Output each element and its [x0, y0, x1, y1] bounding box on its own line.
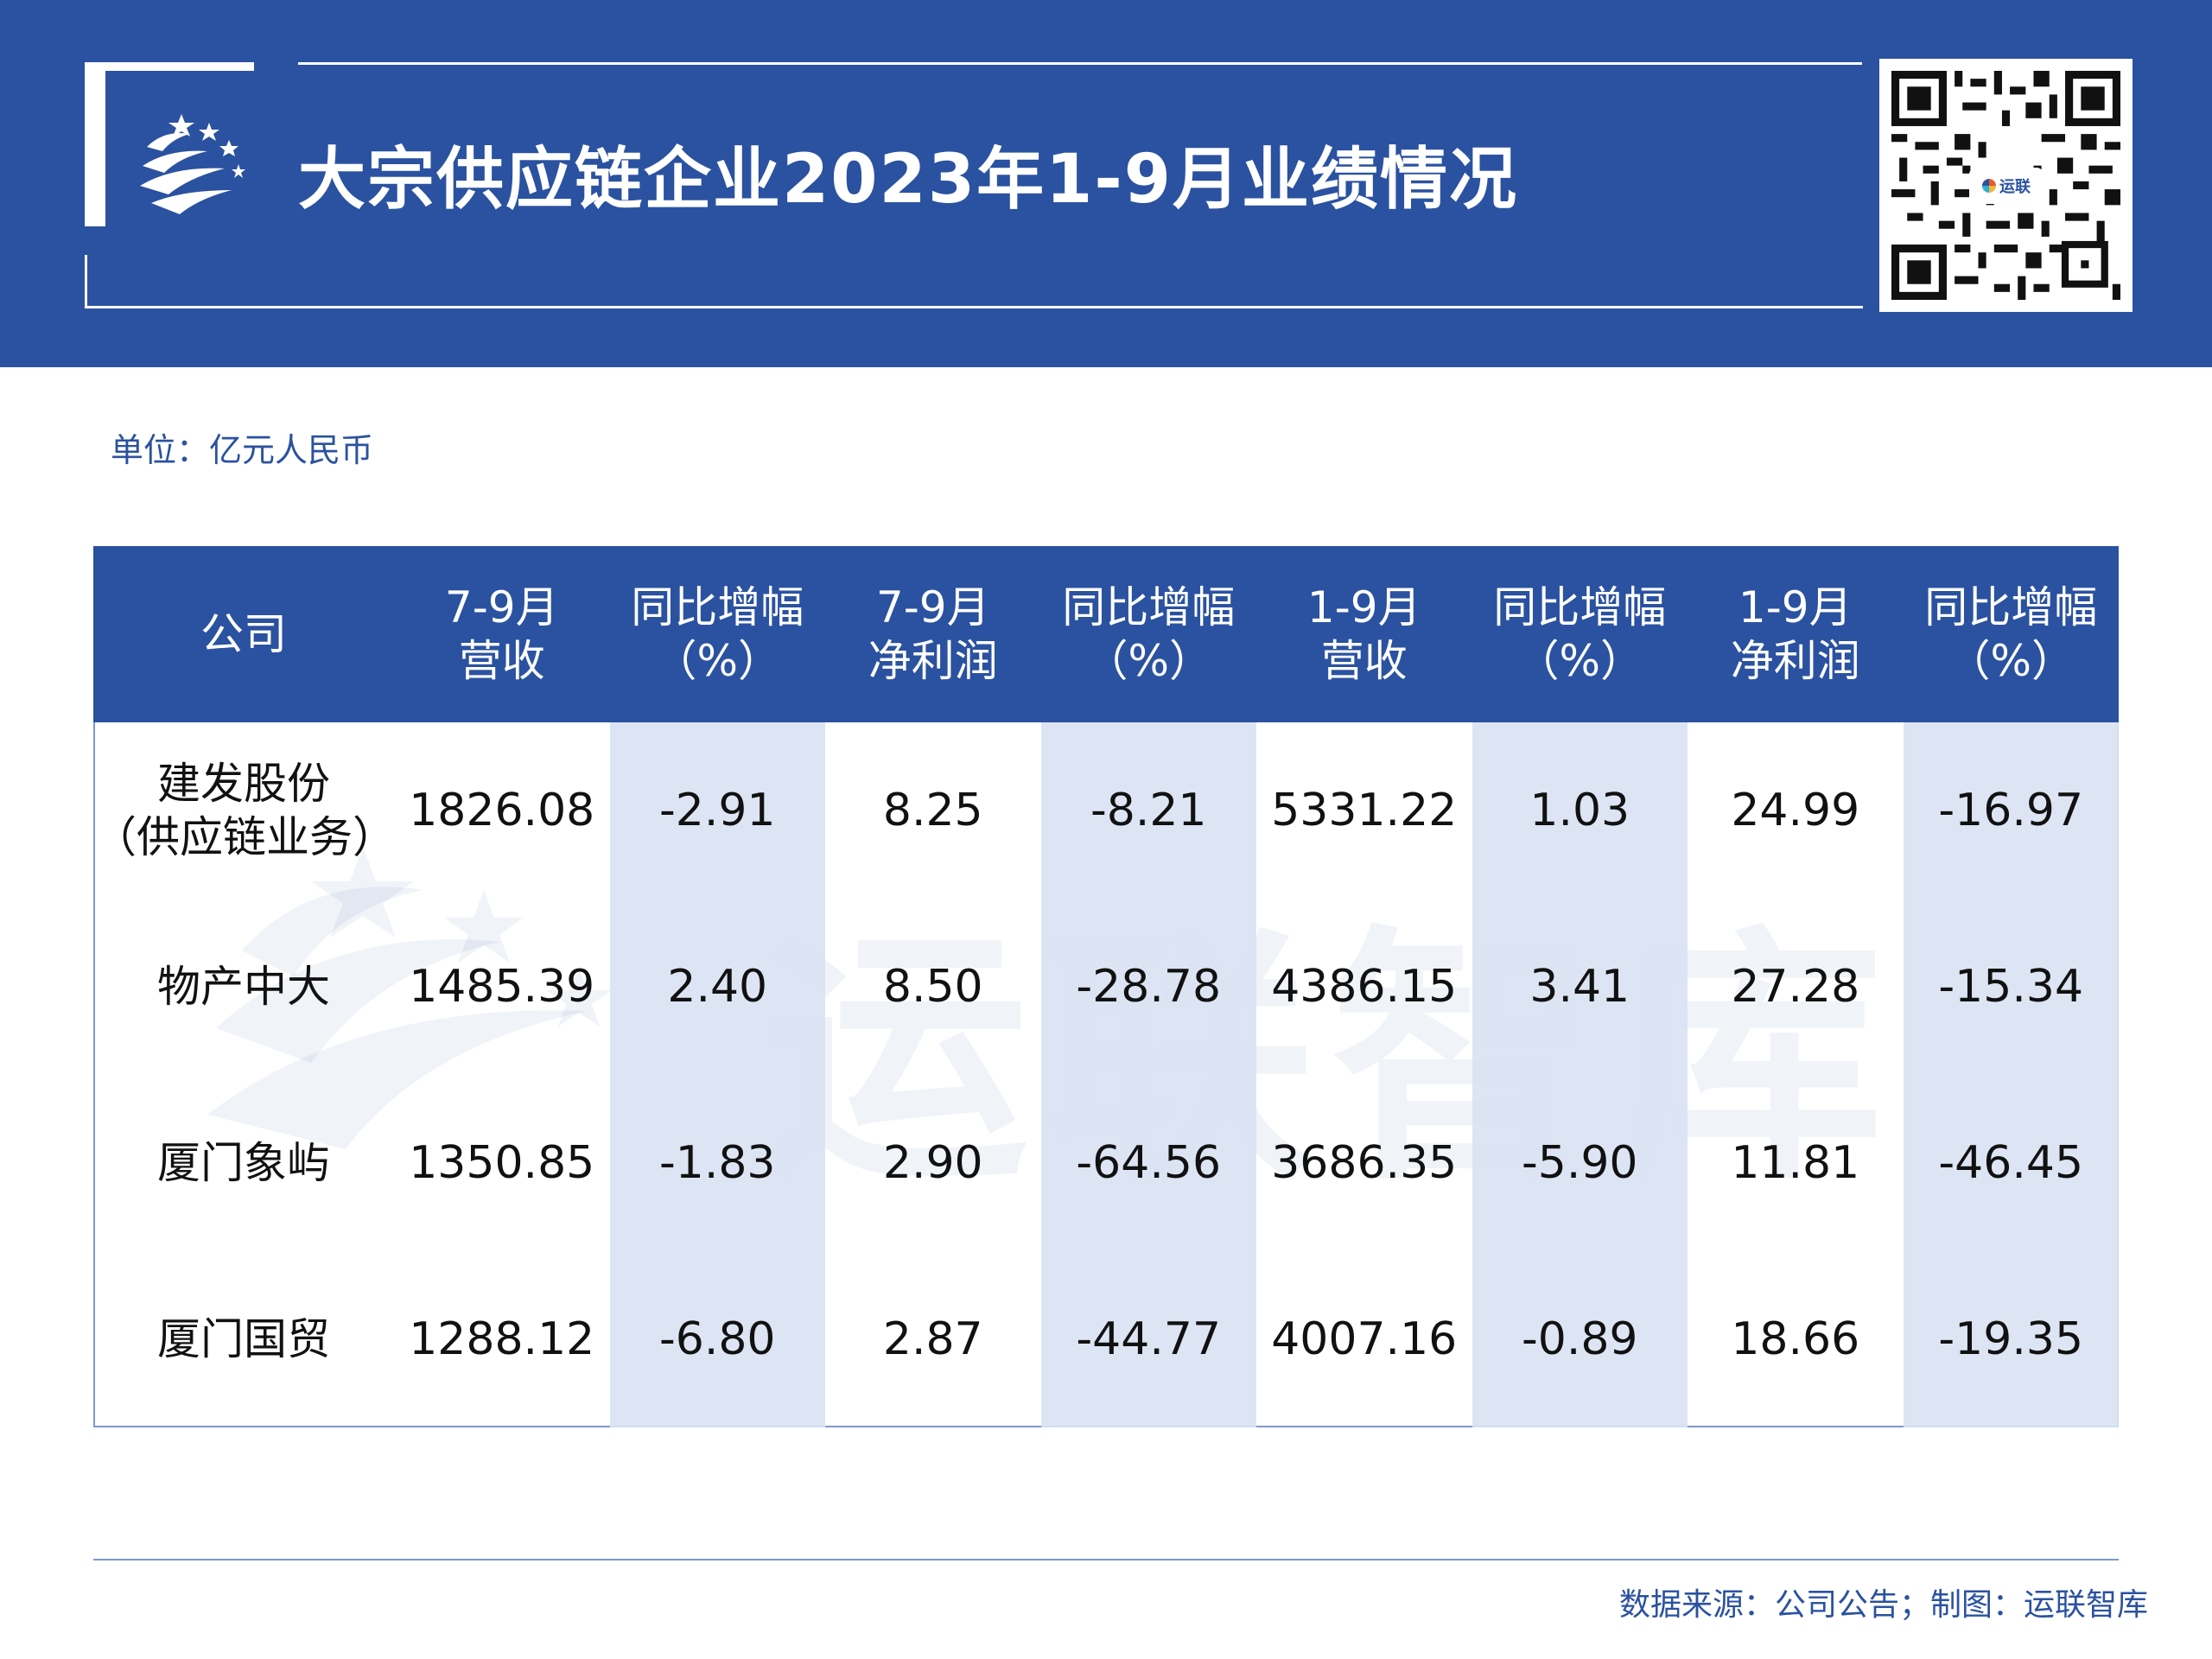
value-cell: 4007.16	[1271, 1313, 1458, 1365]
value-cell: 1350.85	[409, 1137, 595, 1189]
header-ytd-revenue-yoy: 同比增幅 （%）	[1471, 546, 1688, 722]
header-label: 净利润	[1730, 636, 1860, 686]
performance-table: 公司 7-9月 营收 同比增幅 （%） 7-9月 净利润 同比增幅 （%） 1-9月 营收…	[93, 546, 2119, 1427]
header-label: 同比增幅	[1062, 582, 1236, 632]
frame-corner-left	[85, 62, 105, 226]
table-row: 厦门象屿 1350.85 -1.83 2.90 -64.56 3686.35 -…	[93, 1075, 2119, 1251]
frame-corner-top	[85, 62, 254, 71]
brand-dot-icon	[1982, 179, 1996, 193]
value-cell: 1288.12	[409, 1313, 595, 1365]
company-cell: 建发股份 （供应链业务）	[93, 722, 396, 899]
header-label: 净利润	[868, 636, 998, 686]
header-label: （%）	[1947, 636, 2075, 686]
table-header-row: 公司 7-9月 营收 同比增幅 （%） 7-9月 净利润 同比增幅 （%） 1-9月 营收…	[93, 546, 2119, 722]
value-cell: 1.03	[1471, 722, 1688, 899]
header-ytd-profit: 1-9月 净利润	[1688, 546, 1904, 722]
header-label: （%）	[653, 636, 781, 686]
value-cell: -44.77	[1040, 1251, 1256, 1427]
value-cell: -6.80	[609, 1251, 825, 1427]
value-cell: 1485.39	[409, 961, 595, 1013]
header-q3-revenue: 7-9月 营收	[394, 546, 610, 722]
header-ytd-profit-yoy: 同比增幅 （%）	[1903, 546, 2119, 722]
company-note: （供应链业务）	[93, 812, 396, 862]
table-row: 物产中大 1485.39 2.40 8.50 -28.78 4386.15 3.…	[93, 899, 2119, 1075]
source-note: 数据来源：公司公告；制图：运联智库	[1618, 1587, 2148, 1623]
header-label: 同比增幅	[631, 582, 804, 632]
header-label: 营收	[1320, 636, 1408, 686]
company-name: 建发股份	[157, 759, 330, 809]
company-cell: 厦门国贸	[157, 1314, 330, 1364]
unit-label: 单位：亿元人民币	[111, 431, 374, 469]
header-label: 1-9月	[1738, 582, 1853, 632]
value-cell: -28.78	[1040, 899, 1256, 1075]
logo-icon	[140, 114, 245, 214]
table-row: 厦门国贸 1288.12 -6.80 2.87 -44.77 4007.16 -…	[93, 1251, 2119, 1427]
value-cell: 11.81	[1731, 1137, 1860, 1189]
value-cell: 5331.22	[1271, 785, 1458, 836]
company-cell: 厦门象屿	[157, 1138, 330, 1188]
value-cell: -64.56	[1040, 1075, 1256, 1251]
value-cell: 2.40	[609, 899, 825, 1075]
value-cell: 2.90	[882, 1137, 983, 1189]
header-q3-profit: 7-9月 净利润	[825, 546, 1041, 722]
header-label: （%）	[1516, 636, 1643, 686]
header-label: 营收	[458, 636, 545, 686]
header-label: 同比增幅	[1493, 582, 1667, 632]
value-cell: -19.35	[1903, 1251, 2119, 1427]
header-label: 1-9月	[1306, 582, 1421, 632]
header-banner: 大宗供应链企业2023年1-9月业绩情况	[0, 0, 2212, 367]
value-cell: 18.66	[1731, 1313, 1860, 1365]
value-cell: 8.25	[882, 785, 983, 836]
header-rule-top	[298, 62, 1862, 65]
value-cell: -2.91	[609, 722, 825, 899]
header-label: 公司	[200, 609, 287, 659]
value-cell: 27.28	[1731, 961, 1860, 1013]
qr-code: 运联	[1879, 59, 2133, 312]
value-cell: 4386.15	[1271, 961, 1458, 1013]
qr-badge-label: 运联	[1999, 178, 2031, 196]
value-cell: -8.21	[1040, 722, 1256, 899]
value-cell: 3686.35	[1271, 1137, 1458, 1189]
header-label: 同比增幅	[1924, 582, 2098, 632]
value-cell: -46.45	[1903, 1075, 2119, 1251]
value-cell: -16.97	[1903, 722, 2119, 899]
value-cell: 1826.08	[409, 785, 595, 836]
value-cell: -0.89	[1471, 1251, 1688, 1427]
header-q3-revenue-yoy: 同比增幅 （%）	[609, 546, 825, 722]
header-label: 7-9月	[444, 582, 559, 632]
value-cell: -5.90	[1471, 1075, 1688, 1251]
header-q3-profit-yoy: 同比增幅 （%）	[1040, 546, 1256, 722]
table-row: 建发股份 （供应链业务） 1826.08 -2.91 8.25 -8.21 533…	[93, 722, 2119, 899]
value-cell: 8.50	[882, 961, 983, 1013]
page-title: 大宗供应链企业2023年1-9月业绩情况	[298, 141, 1519, 219]
qr-badge: 运联	[1969, 168, 2044, 204]
company-cell: 物产中大	[157, 962, 330, 1012]
footer-divider	[93, 1559, 2119, 1560]
qr-code-icon	[1891, 71, 2120, 300]
header-ytd-revenue: 1-9月 营收	[1256, 546, 1472, 722]
value-cell: -1.83	[609, 1075, 825, 1251]
header-label: 7-9月	[875, 582, 990, 632]
header-label: （%）	[1084, 636, 1212, 686]
value-cell: 24.99	[1731, 785, 1860, 836]
value-cell: 2.87	[882, 1313, 983, 1365]
header-company: 公司	[93, 546, 394, 722]
value-cell: -15.34	[1903, 899, 2119, 1075]
header-rule-bottom	[85, 306, 1863, 308]
value-cell: 3.41	[1471, 899, 1688, 1075]
frame-left-thin	[85, 255, 87, 308]
